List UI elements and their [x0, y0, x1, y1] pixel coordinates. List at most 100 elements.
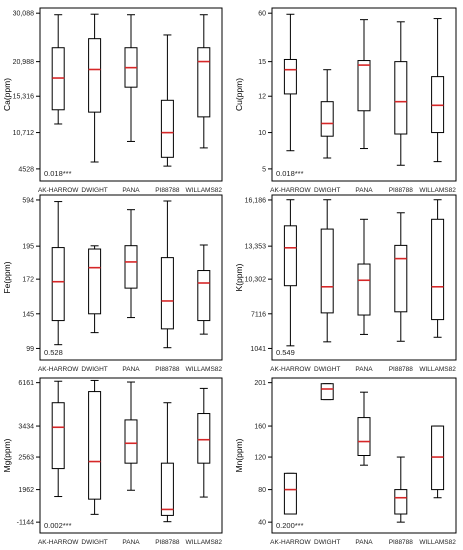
y-tick-label: 7116	[251, 311, 266, 318]
y-axis-label: Ca(ppm)	[2, 78, 12, 111]
chart-panel-4: 16,186 13,353 10,302 7116 1041 K(ppm) AK-HARRO…	[234, 194, 457, 373]
x-category-label: PANA	[355, 187, 373, 194]
iqr-box	[124, 245, 138, 289]
box-pana	[124, 381, 138, 491]
box-dwight	[88, 13, 102, 163]
iqr-box	[283, 225, 297, 287]
iqr-box	[320, 101, 334, 137]
x-category-label: PI88788	[155, 539, 180, 546]
y-tick-label: 201	[254, 380, 266, 387]
box-willams82	[431, 199, 445, 338]
y-axis-label: Cu(ppm)	[234, 78, 244, 111]
iqr-box	[283, 58, 297, 95]
p-value-annotation: 0.018***	[44, 169, 72, 178]
iqr-box	[320, 383, 334, 401]
box-willams82	[431, 425, 445, 499]
x-category-label: WILLAMS82	[419, 187, 456, 194]
p-value-annotation: 0.200***	[276, 521, 304, 530]
box-pana	[357, 218, 371, 335]
box-dwight	[320, 199, 334, 343]
y-axis-label: Mg(ppm)	[2, 438, 12, 472]
box-dwight	[320, 383, 334, 401]
x-category-label: DWIGHT	[81, 187, 107, 194]
box-ak-harrow	[51, 380, 65, 498]
y-tick-label: 5	[262, 166, 266, 173]
y-tick-label: 16,186	[245, 197, 267, 204]
y-tick-label: 15	[258, 59, 266, 66]
iqr-box	[357, 417, 371, 456]
p-value-annotation: 0.528	[44, 348, 63, 357]
plot-frame	[39, 377, 223, 534]
x-category-label: AK-HARROW	[38, 366, 79, 373]
y-tick-label: 172	[22, 277, 34, 284]
y-tick-label: 10,302	[245, 277, 267, 284]
iqr-box	[51, 402, 65, 470]
y-tick-label: 120	[254, 455, 266, 462]
x-category-label: WILLAMS82	[186, 539, 223, 546]
plot-frame	[271, 377, 457, 534]
box-pana	[357, 19, 371, 150]
y-tick-label: 60	[258, 11, 266, 18]
x-category-label: PI88788	[389, 539, 414, 546]
iqr-box	[124, 419, 138, 464]
iqr-box	[88, 248, 102, 315]
iqr-box	[88, 391, 102, 500]
x-category-label: PANA	[122, 366, 140, 373]
x-category-label: DWIGHT	[314, 539, 340, 546]
iqr-box	[88, 38, 102, 113]
x-category-label: DWIGHT	[81, 366, 107, 373]
x-category-label: WILLAMS82	[186, 187, 223, 194]
box-willams82	[197, 387, 211, 498]
x-category-label: PANA	[355, 539, 373, 546]
box-pi88788	[160, 200, 174, 349]
x-category-label: PI88788	[389, 366, 414, 373]
iqr-box	[51, 247, 65, 322]
iqr-box	[320, 228, 334, 314]
x-category-label: PANA	[355, 366, 373, 373]
y-tick-label: 10,712	[13, 130, 35, 137]
y-tick-label: 99	[26, 346, 34, 353]
x-category-label: WILLAMS82	[419, 539, 456, 546]
x-category-label: PANA	[122, 187, 140, 194]
iqr-box	[197, 413, 211, 464]
box-dwight	[320, 69, 334, 159]
iqr-box	[357, 263, 371, 316]
box-pi88788	[394, 212, 408, 342]
box-pana	[357, 391, 371, 466]
y-tick-label: 80	[258, 487, 266, 494]
y-tick-label: 3434	[18, 424, 34, 431]
chart-panel-6: 201 160 120 80 40 Mn(ppm) AK-HARROW DWIGHT PANA P…	[234, 377, 457, 546]
y-tick-label: 12	[258, 94, 266, 101]
box-willams82	[197, 14, 211, 149]
y-tick-label: 20,988	[13, 59, 35, 66]
y-tick-label: 40	[258, 520, 266, 527]
iqr-box	[394, 61, 408, 135]
x-category-label: AK-HARROW	[270, 366, 311, 373]
x-category-label: PI88788	[155, 366, 180, 373]
box-willams82	[431, 18, 445, 163]
x-category-label: DWIGHT	[81, 539, 107, 546]
iqr-box	[357, 60, 371, 112]
plot-frame	[271, 194, 457, 361]
y-tick-label: 30,088	[13, 11, 35, 18]
iqr-box	[283, 472, 297, 515]
chart-panel-1: 30,088 20,988 15,316 10,712 4528 Ca(ppm) AK-HA…	[2, 7, 223, 194]
y-tick-label: 145	[22, 311, 34, 318]
box-pana	[124, 14, 138, 142]
y-tick-label: -1144	[17, 520, 34, 527]
x-category-label: AK-HARROW	[38, 539, 79, 546]
y-tick-label: 594	[22, 197, 34, 204]
y-tick-label: 10	[258, 130, 266, 137]
p-value-annotation: 0.002***	[44, 521, 72, 530]
box-pi88788	[394, 21, 408, 166]
y-axis-label: Mn(ppm)	[234, 438, 244, 472]
x-category-label: PI88788	[389, 187, 414, 194]
p-value-annotation: 0.549	[276, 348, 295, 357]
plot-frame	[271, 7, 457, 182]
box-pi88788	[160, 402, 174, 523]
x-category-label: DWIGHT	[314, 366, 340, 373]
box-dwight	[88, 245, 102, 334]
iqr-box	[197, 47, 211, 118]
y-axis-label: K(ppm)	[234, 263, 244, 291]
